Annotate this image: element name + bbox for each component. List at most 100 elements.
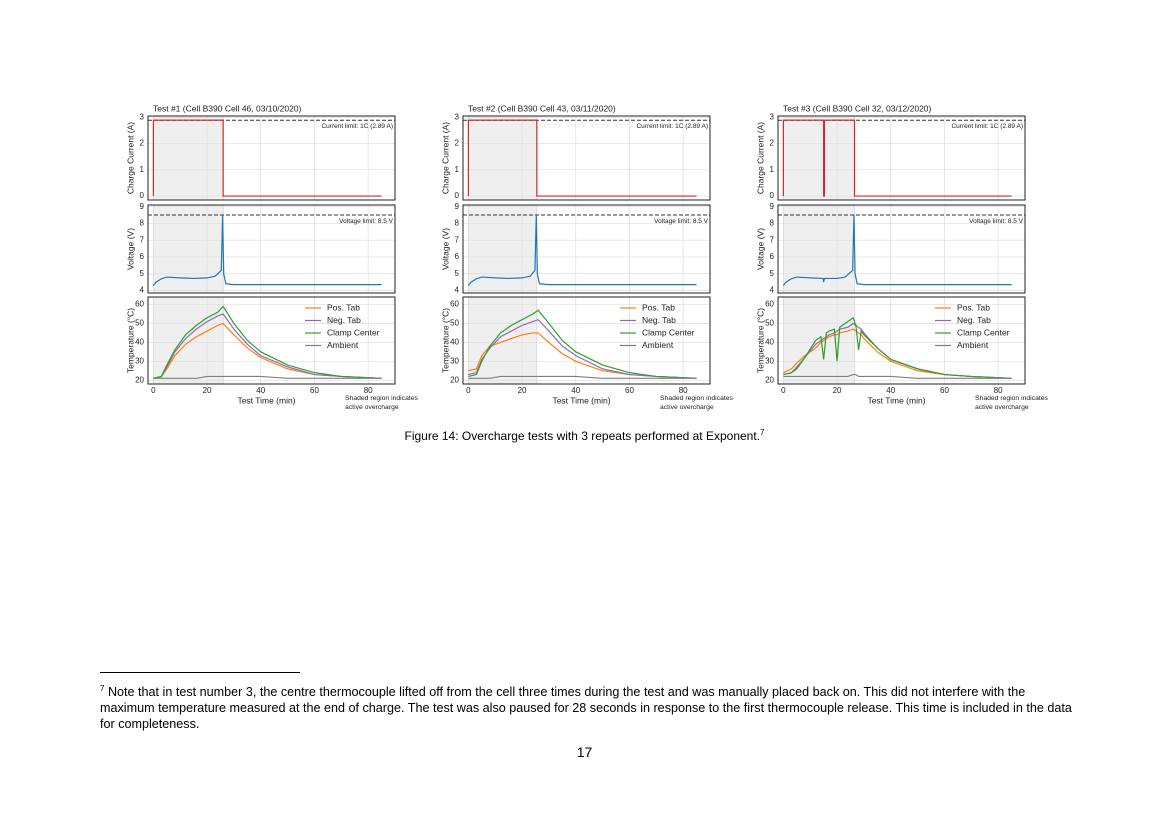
series-line: [468, 332, 697, 379]
note: Shaded region indicates: [345, 395, 419, 402]
note: active overcharge: [345, 404, 399, 411]
caption-ref: 7: [760, 428, 765, 437]
series-line: [468, 375, 697, 379]
x-tick-label: 40: [571, 386, 580, 395]
plot-frame: [777, 115, 1026, 201]
x-tick-label: 60: [625, 386, 634, 395]
y-tick-label: 60: [450, 300, 459, 309]
y-tick-label: 9: [455, 202, 460, 211]
plot-frame: [147, 115, 396, 201]
x-axis-label: Test Time (min): [552, 395, 610, 405]
shaded-region: [468, 296, 538, 385]
caption-text: Figure 14: Overcharge tests with 3 repea…: [404, 429, 761, 443]
figure-caption: Figure 14: Overcharge tests with 3 repea…: [0, 428, 1169, 443]
x-tick-label: 20: [203, 386, 212, 395]
limit-label: Voltage limit: 8.5 V: [969, 218, 1023, 225]
y-tick-label: 5: [140, 269, 145, 278]
plot-frame: [147, 296, 396, 385]
series-line: [783, 316, 1012, 379]
limit-label: Current limit: 1C (2.89 A): [951, 123, 1023, 130]
x-tick-label: 20: [518, 386, 527, 395]
legend-label: Clamp Center: [327, 327, 380, 337]
y-tick-label: 8: [455, 219, 460, 228]
shaded-region: [783, 204, 855, 294]
note: active overcharge: [660, 404, 714, 411]
legend-label: Pos. Tab: [642, 302, 675, 312]
y-tick-label: 30: [450, 356, 459, 365]
y-axis-label: Charge Current (A): [755, 122, 765, 194]
legend-label: Clamp Center: [957, 327, 1010, 337]
footnote: 7 Note that in test number 3, the centre…: [100, 681, 1075, 732]
y-tick-label: 8: [140, 219, 145, 228]
x-axis-label: Test Time (min): [237, 395, 295, 405]
y-tick-label: 4: [455, 286, 460, 295]
y-axis-label: Voltage (V): [440, 228, 450, 270]
page-number: 17: [576, 744, 593, 760]
y-tick-label: 5: [770, 269, 775, 278]
y-axis-label: Temperature (°C): [755, 308, 765, 373]
x-tick-label: 40: [886, 386, 895, 395]
legend-label: Neg. Tab: [642, 315, 676, 325]
y-tick-label: 4: [770, 286, 775, 295]
y-axis-label: Voltage (V): [755, 228, 765, 270]
y-tick-label: 0: [140, 191, 145, 200]
x-tick-label: 0: [466, 386, 471, 395]
shaded-region: [783, 115, 855, 201]
x-tick-label: 40: [256, 386, 265, 395]
plot-frame: [462, 296, 711, 385]
y-tick-label: 60: [135, 300, 144, 309]
series-line: [152, 215, 382, 286]
y-axis-label: Temperature (°C): [125, 308, 135, 373]
y-tick-label: 1: [770, 165, 775, 174]
y-tick-label: 6: [140, 252, 145, 261]
series-line: [153, 313, 382, 379]
y-tick-label: 7: [455, 235, 460, 244]
x-tick-label: 80: [994, 386, 1003, 395]
note: Shaded region indicates: [975, 395, 1049, 402]
chart-title: Test #2 (Cell B390 Cell 43, 03/11/2020): [468, 103, 616, 113]
y-tick-label: 3: [770, 112, 775, 121]
y-tick-label: 60: [765, 300, 774, 309]
y-axis-label: Temperature (°C): [440, 308, 450, 373]
series-line: [783, 328, 1012, 379]
x-tick-label: 60: [310, 386, 319, 395]
limit-label: Current limit: 1C (2.89 A): [321, 123, 393, 130]
y-tick-label: 40: [450, 338, 459, 347]
x-tick-label: 80: [679, 386, 688, 395]
series-line: [467, 119, 697, 197]
shaded-region: [153, 115, 224, 201]
y-tick-label: 1: [140, 165, 145, 174]
shaded-region: [153, 204, 224, 294]
chart-title: Test #1 (Cell B390 Cell 46, 03/10/2020): [153, 103, 302, 113]
x-axis-label: Test Time (min): [867, 395, 925, 405]
legend-label: Ambient: [327, 340, 359, 350]
y-tick-label: 4: [140, 286, 145, 295]
y-tick-label: 7: [140, 235, 145, 244]
legend-label: Pos. Tab: [327, 302, 360, 312]
y-tick-label: 3: [140, 112, 145, 121]
y-axis-label: Charge Current (A): [125, 122, 135, 194]
limit-label: Current limit: 1C (2.89 A): [636, 123, 708, 130]
y-axis-label: Charge Current (A): [440, 122, 450, 194]
footnote-text: Note that in test number 3, the centre t…: [100, 685, 1072, 732]
note: Shaded region indicates: [660, 395, 734, 402]
footnote-rule: [100, 672, 300, 673]
legend-label: Ambient: [642, 340, 674, 350]
y-tick-label: 2: [770, 139, 775, 148]
x-tick-label: 80: [364, 386, 373, 395]
series-line: [468, 309, 697, 379]
series-line: [153, 322, 382, 379]
x-tick-label: 0: [151, 386, 156, 395]
x-tick-label: 0: [781, 386, 786, 395]
y-tick-label: 1: [455, 165, 460, 174]
series-line: [783, 373, 1012, 379]
footnote-marker: 7: [100, 684, 105, 693]
y-tick-label: 20: [765, 375, 774, 384]
y-tick-label: 6: [455, 252, 460, 261]
y-tick-label: 0: [770, 191, 775, 200]
y-tick-label: 40: [135, 338, 144, 347]
y-tick-label: 9: [770, 202, 775, 211]
y-tick-label: 6: [770, 252, 775, 261]
